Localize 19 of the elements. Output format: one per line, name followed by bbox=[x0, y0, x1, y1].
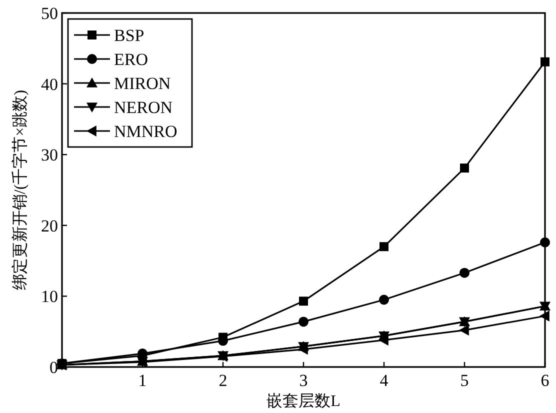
legend-label: NMNRO bbox=[114, 122, 178, 141]
x-tick-label: 3 bbox=[299, 371, 308, 390]
x-axis-title: 嵌套层数L bbox=[266, 392, 340, 410]
x-tick-label: 1 bbox=[138, 371, 147, 390]
x-tick-label: 6 bbox=[540, 371, 550, 390]
y-axis-title: 绑定更新开销/(千字节×跳数) bbox=[11, 90, 29, 290]
legend-label: NERON bbox=[114, 98, 173, 117]
legend-label: MIRON bbox=[114, 74, 171, 93]
y-tick-label: 50 bbox=[41, 4, 58, 23]
y-tick-label: 0 bbox=[50, 358, 58, 377]
y-tick-label: 40 bbox=[41, 74, 58, 94]
y-tick-label: 20 bbox=[41, 216, 58, 236]
legend-label: ERO bbox=[114, 50, 148, 69]
x-tick-label: 4 bbox=[380, 371, 389, 390]
y-tick-label: 30 bbox=[41, 146, 58, 165]
y-tick-label: 10 bbox=[41, 287, 58, 306]
legend-label: BSP bbox=[114, 26, 144, 45]
x-tick-label: 5 bbox=[460, 371, 469, 390]
x-tick-label: 2 bbox=[218, 371, 228, 390]
